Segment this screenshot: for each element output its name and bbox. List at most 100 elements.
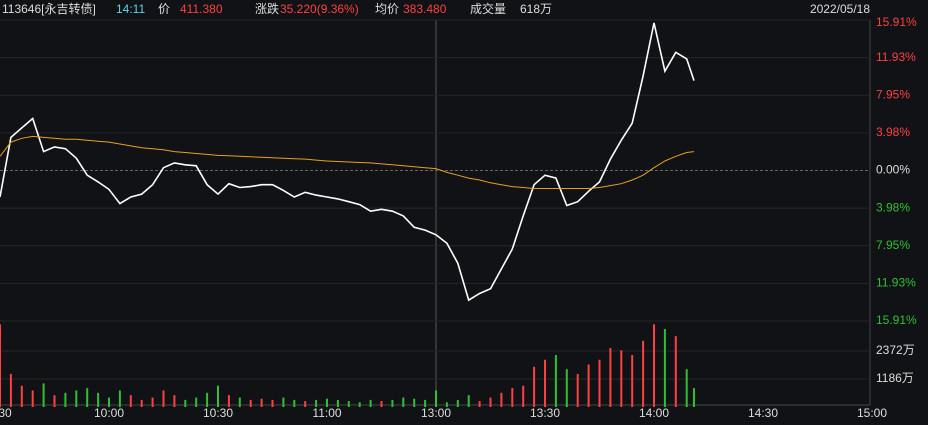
- volume-bar: [0, 324, 1, 407]
- x-tick-label: 13:30: [530, 406, 560, 420]
- label: 涨跌: [255, 1, 279, 16]
- volume-bar: [489, 397, 492, 407]
- volume-bar: [42, 383, 45, 407]
- volume-bar: [9, 373, 12, 407]
- y-tick-label: 15.91%: [876, 313, 917, 327]
- volume-bar: [184, 399, 187, 407]
- volume-bar: [369, 399, 372, 407]
- volume-bar: [674, 336, 677, 407]
- y-tick-label: 3.98%: [876, 125, 910, 139]
- volume-bar: [692, 388, 695, 407]
- volume-bar: [358, 402, 361, 407]
- volume-bar: [86, 388, 89, 407]
- volume-bar: [173, 395, 176, 407]
- x-tick-label: 10:30: [203, 406, 233, 420]
- avg-price: 383.480: [403, 2, 447, 16]
- volume-bar: [544, 359, 546, 407]
- volume-bar: [620, 350, 623, 407]
- x-tick-label: 10:00: [94, 406, 124, 420]
- volume-bar: [631, 355, 634, 407]
- y-tick-label: 7.95%: [876, 87, 910, 101]
- volume-bar: [413, 398, 416, 407]
- label: 均价: [375, 2, 399, 16]
- label: 成交量: [470, 1, 506, 16]
- volume-bar: [587, 364, 590, 407]
- x-tick-label: 9:30: [0, 406, 12, 420]
- code: 113646[永吉转债]: [2, 1, 96, 16]
- volume-bar: [347, 401, 350, 407]
- volume-bar: [217, 385, 219, 407]
- volume-bar: [642, 340, 645, 407]
- volume-bar: [108, 397, 110, 407]
- header: 113646[永吉转债] 14:11 价 411.380 涨跌 35.220(9…: [2, 1, 870, 16]
- volume-bar: [609, 347, 612, 407]
- volume-bar: [402, 397, 405, 407]
- volume-bar: [456, 399, 459, 407]
- volume-bar: [500, 392, 503, 407]
- volume-bar: [445, 402, 448, 407]
- volume-bar: [598, 359, 601, 407]
- volume-bar: [140, 399, 143, 407]
- volume-bar: [391, 399, 394, 407]
- y-tick-label: 11.93%: [876, 50, 916, 64]
- volume-bar: [336, 399, 339, 407]
- volume-bar: [304, 401, 307, 407]
- x-tick-label: 15:00: [857, 406, 887, 420]
- volume-bar: [271, 399, 274, 407]
- volume-bar: [227, 395, 230, 407]
- label: 价: [158, 2, 170, 16]
- x-tick-label: 11:00: [312, 406, 341, 420]
- volume-bar: [467, 395, 470, 407]
- price-line: [0, 22, 695, 302]
- volume-bar: [260, 398, 263, 407]
- y-tick-label: 0.00%: [876, 163, 910, 177]
- volume-bar: [64, 392, 67, 407]
- volume-bar: [238, 397, 241, 407]
- volume-bar: [653, 324, 655, 407]
- volume-bar: [511, 388, 514, 407]
- volume-bar: [380, 401, 383, 407]
- volume-bar: [20, 385, 23, 407]
- volume-bar: [195, 397, 198, 407]
- volume-bar: [435, 390, 437, 407]
- y-tick-label: 1186万: [876, 371, 914, 385]
- volume-bar: [565, 369, 568, 407]
- volume-bar: [663, 329, 666, 407]
- y-tick-label: 7.95%: [876, 238, 910, 252]
- y-tick-label: 11.93%: [876, 276, 916, 290]
- x-tick-label: 14:30: [748, 406, 778, 420]
- volume-bar: [424, 399, 427, 407]
- volume-bar: [129, 395, 132, 407]
- volume-bar: [293, 399, 296, 407]
- x-tick-label: 14:00: [639, 406, 669, 420]
- volume-bar: [53, 395, 56, 407]
- volume-bar: [522, 385, 525, 407]
- date: 2022/05/18: [810, 2, 870, 16]
- volume-bar: [75, 390, 78, 407]
- volume-bar: [326, 398, 328, 407]
- volume-bar: [576, 373, 579, 407]
- volume-bar: [118, 390, 121, 407]
- price: 411.380: [180, 2, 223, 16]
- x-tick-label: 13:00: [421, 406, 451, 420]
- change: 35.220(9.36%): [280, 2, 359, 16]
- y-tick-label: 2372万: [876, 343, 915, 357]
- volume-bar: [249, 399, 252, 407]
- volume-bar: [533, 366, 536, 407]
- volume-bar: [151, 397, 154, 407]
- volume-bar: [162, 390, 165, 407]
- volume-bar: [315, 399, 318, 407]
- y-tick-label: 3.98%: [876, 200, 910, 214]
- average-line: [0, 135, 695, 189]
- volume-bar: [31, 390, 34, 407]
- volume-bar: [97, 392, 100, 407]
- volume-bar: [206, 392, 209, 407]
- volume-bar: [685, 369, 688, 407]
- volume-bar: [282, 397, 285, 407]
- time: 14:11: [116, 2, 145, 16]
- y-tick-label: 15.91%: [876, 15, 917, 29]
- volume: 618万: [520, 2, 552, 16]
- volume-bar: [554, 355, 557, 407]
- volume-bar: [478, 401, 481, 407]
